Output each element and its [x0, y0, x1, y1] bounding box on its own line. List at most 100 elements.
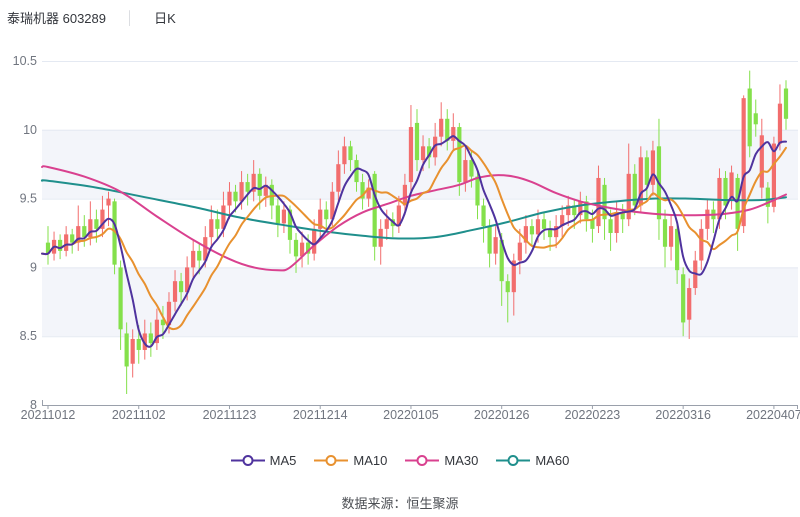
candle-body-down [45, 242, 51, 254]
candle-body-up [396, 205, 401, 227]
candle-body-down [541, 219, 547, 229]
ma-line-ma5 [41, 135, 787, 348]
candle-body-down [547, 228, 553, 238]
candle-body-down [499, 239, 504, 282]
candle-body-down [197, 250, 202, 261]
candle-body-down [215, 219, 220, 229]
candle-body-down [723, 177, 728, 206]
x-axis-label: 20211102 [112, 408, 166, 422]
candle-body-down [487, 226, 492, 254]
candle-body-down [136, 338, 141, 350]
x-axis-label: 20211214 [293, 408, 348, 422]
candle-body-down [257, 173, 262, 196]
candle-body-down [178, 281, 184, 293]
candle-body-up [493, 237, 498, 254]
candle-body-down [481, 205, 486, 227]
y-axis-label: 10 [23, 123, 37, 137]
candle-body-up [771, 143, 777, 207]
candle-body-up [596, 177, 601, 227]
period-label: 日K [154, 11, 176, 26]
candle-body-down [505, 281, 510, 293]
x-axis-label: 20220407 [746, 408, 800, 422]
x-axis-label: 20220223 [565, 408, 621, 422]
x-axis-label: 20211012 [21, 408, 76, 422]
candle-body-down [675, 228, 680, 271]
candle-body-up [402, 184, 408, 206]
stock-title: 泰瑞机器 603289 [7, 11, 106, 26]
candle-body-down [529, 226, 535, 235]
candle-body-down [426, 146, 432, 158]
candle-body-down [414, 122, 420, 161]
candle-body-up [154, 319, 159, 344]
candle-body-down [783, 88, 789, 119]
candle-body-up [251, 173, 256, 192]
candle-body-up [420, 146, 426, 161]
candle-body-down [735, 177, 740, 229]
candle-body-up [614, 212, 619, 233]
candle-body-up [699, 228, 704, 261]
candle-body-down [372, 173, 377, 247]
candle-body-up [463, 160, 468, 183]
x-axis-label: 20211123 [203, 408, 257, 422]
candle-body-up [318, 209, 323, 229]
candle-body-down [57, 239, 63, 251]
candle-body-up [191, 250, 196, 268]
candle-body-up [650, 150, 656, 185]
candle-body-up [366, 187, 371, 199]
candle-body-down [124, 333, 129, 367]
candle-body-up [263, 184, 268, 196]
ma-line-ma10 [41, 144, 787, 331]
candle-body-up [64, 234, 69, 251]
candle-body-down [457, 127, 462, 183]
candle-body-up [209, 219, 214, 238]
chart-legend: MA5 MA10 MA30 MA60 [0, 453, 800, 468]
candle-body-up [523, 226, 528, 243]
candle-body-up [221, 205, 226, 229]
candle-body-up [88, 219, 93, 238]
candle-body-up [330, 191, 335, 220]
legend-marker-icon [496, 455, 531, 466]
candle-body-down [82, 226, 87, 238]
candle-body-up [239, 182, 244, 202]
candle-body-up [560, 215, 565, 227]
candle-body-up [299, 242, 305, 257]
legend-item-ma60[interactable]: MA60 [496, 453, 569, 468]
legend-label: MA60 [535, 453, 570, 468]
candle-body-up [717, 177, 722, 220]
candle-body-up [227, 191, 232, 206]
candle-body-up [777, 103, 783, 144]
candle-body-up [535, 219, 541, 235]
legend-item-ma30[interactable]: MA30 [405, 453, 478, 468]
legend-marker-icon [405, 455, 440, 466]
legend-item-ma5[interactable]: MA5 [230, 453, 297, 468]
candle-body-up [166, 301, 172, 326]
candle-body-up [433, 136, 438, 158]
legend-marker-icon [314, 455, 349, 466]
candle-body-up [741, 98, 746, 227]
candle-body-down [644, 157, 649, 185]
y-axis-label: 8.5 [20, 329, 37, 343]
legend-label: MA5 [269, 453, 297, 468]
candle-body-down [608, 219, 613, 233]
legend-item-ma10[interactable]: MA10 [314, 453, 387, 468]
candle-body-up [554, 226, 559, 238]
candle-body-down [287, 209, 293, 240]
candle-body-up [408, 127, 414, 183]
ma-line-ma60 [40, 179, 787, 240]
candle-body-up [638, 157, 643, 206]
candle-body-up [517, 242, 522, 261]
candle-body-down [590, 219, 595, 229]
candle-body-down [475, 176, 480, 206]
candle-body-up [687, 288, 692, 320]
y-axis-label: 8 [30, 398, 37, 412]
candle-body-up [76, 226, 81, 243]
candle-body-down [112, 201, 117, 265]
candle-body-down [360, 182, 365, 199]
candle-body-up [566, 205, 571, 216]
candle-body-down [148, 333, 153, 344]
candle-body-up [100, 209, 105, 229]
candle-body-up [342, 146, 347, 165]
chart-header: 泰瑞机器 603289 │ 日K [7, 8, 176, 27]
